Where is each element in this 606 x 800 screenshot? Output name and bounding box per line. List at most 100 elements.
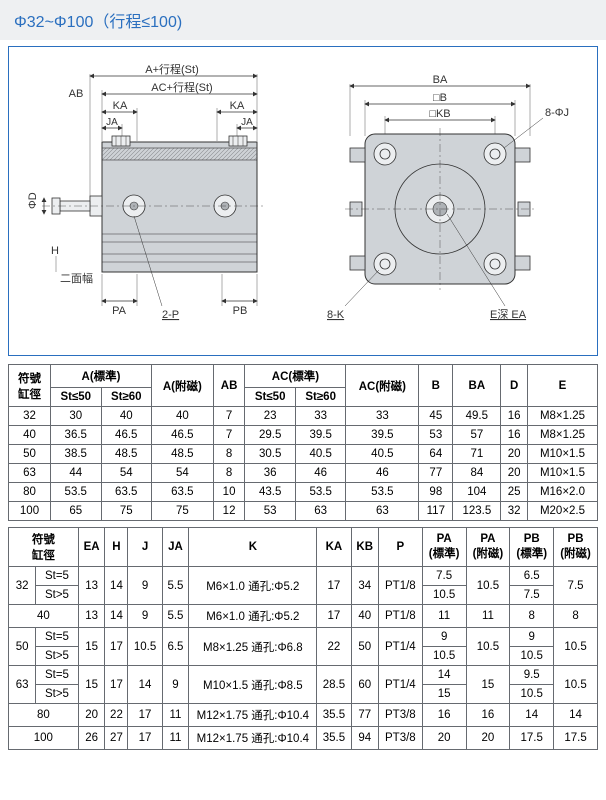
cell: 104 [453, 483, 501, 502]
cell: 17.5 [510, 727, 554, 750]
t2-h-K: K [189, 528, 317, 567]
t2-h-KB: KB [351, 528, 378, 567]
cell: 40 [152, 407, 214, 426]
cell: 123.5 [453, 502, 501, 521]
cell: St=5 [36, 628, 79, 647]
cell: 80 [9, 483, 51, 502]
cell: 46 [295, 464, 346, 483]
cell: M10×1.5 [528, 445, 598, 464]
cell: 15 [422, 685, 466, 704]
cell: 53 [245, 502, 296, 521]
cell: 44 [51, 464, 102, 483]
cell: 46 [346, 464, 419, 483]
cell: PT3/8 [378, 727, 422, 750]
cell: 20 [501, 445, 528, 464]
t1-h-E: E [528, 365, 598, 407]
t1-h-bore: 符號缸徑 [9, 365, 51, 407]
table-row: 4036.546.546.5729.539.539.5535716M8×1.25 [9, 426, 598, 445]
cell: 10.5 [510, 647, 554, 666]
cell: 48.5 [101, 445, 152, 464]
cell: 14 [510, 704, 554, 727]
cell: St>5 [36, 647, 79, 666]
cell: 7.5 [422, 567, 466, 586]
label-sqB: □B [433, 92, 447, 104]
cell: PT3/8 [378, 704, 422, 727]
cell: 7.5 [554, 567, 598, 605]
label-phiD: ΦD [27, 192, 39, 209]
cell: 16 [466, 704, 510, 727]
cell: 10.5 [554, 628, 598, 666]
cell: 46.5 [101, 426, 152, 445]
t2-h-KA: KA [317, 528, 351, 567]
cell: 100 [9, 727, 79, 750]
cell: PT1/4 [378, 666, 422, 704]
cell: PT1/4 [378, 628, 422, 666]
cell: 33 [346, 407, 419, 426]
cell: 5.5 [162, 567, 189, 605]
cell: 32 [501, 502, 528, 521]
t2-h-PAmag: PA(附磁) [466, 528, 510, 567]
cell: 20 [466, 727, 510, 750]
t2-h-JA: JA [162, 528, 189, 567]
cell: 11 [162, 727, 189, 750]
cell: 17 [317, 605, 351, 628]
spec-table-2: 符號缸徑 EA H J JA K KA KB P PA(標準) PA(附磁) P… [8, 527, 598, 750]
label-8phiJ: 8-ΦJ [545, 107, 569, 119]
label-a-stroke: A+行程(St) [145, 63, 198, 76]
cell: 9 [128, 567, 162, 605]
page-title: Φ32~Φ100（行程≤100) [0, 0, 606, 40]
cell: 40 [351, 605, 378, 628]
cell: 15 [78, 666, 105, 704]
table-row: 634454548364646778420M10×1.5 [9, 464, 598, 483]
cell: M8×1.25 [528, 407, 598, 426]
cell: 25 [501, 483, 528, 502]
cell: M8×1.25 通孔:Φ6.8 [189, 628, 317, 666]
cell: 60 [351, 666, 378, 704]
t1-h-st60b: St≥60 [295, 388, 346, 407]
cell: 9 [422, 628, 466, 647]
diagram-panel: A+行程(St) AC+行程(St) AB KA KA JA JA [8, 46, 598, 356]
cell: 17 [128, 727, 162, 750]
cell: 40.5 [295, 445, 346, 464]
cell: 17.5 [554, 727, 598, 750]
label-ja-left: JA [106, 117, 118, 128]
cell: PT1/8 [378, 567, 422, 605]
t2-h-P: P [378, 528, 422, 567]
cell: 32 [9, 567, 36, 605]
cell: 6.5 [510, 567, 554, 586]
cell: 50 [9, 628, 36, 666]
cell: 17 [128, 704, 162, 727]
t2-h-H: H [105, 528, 128, 567]
cell: 16 [501, 407, 528, 426]
cell: 10.5 [422, 586, 466, 605]
label-sqKB: □KB [429, 108, 450, 120]
t2-h-PAstd: PA(標準) [422, 528, 466, 567]
label-H: H [51, 245, 59, 257]
cell: 9 [510, 628, 554, 647]
cell: 54 [152, 464, 214, 483]
label-ac-stroke: AC+行程(St) [151, 81, 212, 94]
cell: 57 [453, 426, 501, 445]
cell: 15 [78, 628, 105, 666]
cell: 27 [105, 727, 128, 750]
cell: 32 [9, 407, 51, 426]
cell: 17 [105, 628, 128, 666]
cell: M8×1.25 [528, 426, 598, 445]
cell: 75 [152, 502, 214, 521]
label-E-depth: E深 EA [490, 308, 527, 321]
cell: 63.5 [101, 483, 152, 502]
label-2P: 2-P [162, 309, 179, 321]
cell: St=5 [36, 666, 79, 685]
cell: 39.5 [346, 426, 419, 445]
cell: 14 [105, 567, 128, 605]
side-view-diagram: A+行程(St) AC+行程(St) AB KA KA JA JA [22, 56, 292, 346]
cell: 75 [101, 502, 152, 521]
cell: 13 [78, 567, 105, 605]
t2-h-PBstd: PB(標準) [510, 528, 554, 567]
t1-h-BA: BA [453, 365, 501, 407]
label-two-face: 二面幅 [60, 272, 93, 285]
cell: 11 [422, 605, 466, 628]
cell: 94 [351, 727, 378, 750]
cell: 100 [9, 502, 51, 521]
cell: 40 [9, 426, 51, 445]
